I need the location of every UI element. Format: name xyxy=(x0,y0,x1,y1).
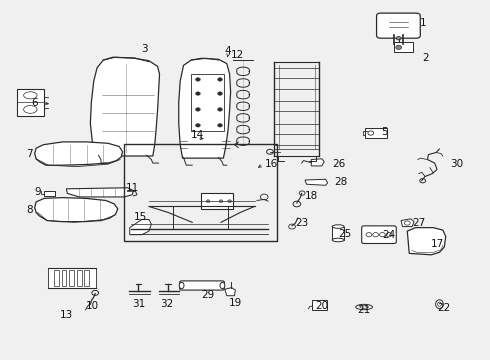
Text: 25: 25 xyxy=(338,229,351,239)
Text: 13: 13 xyxy=(60,310,73,320)
Text: 21: 21 xyxy=(358,305,371,315)
Bar xyxy=(77,270,82,286)
Text: 6: 6 xyxy=(31,98,38,108)
Text: 30: 30 xyxy=(450,159,463,169)
Text: 17: 17 xyxy=(430,239,444,249)
Text: 31: 31 xyxy=(132,299,145,309)
Polygon shape xyxy=(35,198,118,222)
Polygon shape xyxy=(66,188,134,197)
Bar xyxy=(191,74,224,131)
Bar xyxy=(54,270,59,286)
Bar xyxy=(62,270,66,286)
Text: 18: 18 xyxy=(305,191,318,201)
Polygon shape xyxy=(401,219,414,226)
Polygon shape xyxy=(35,142,122,165)
Ellipse shape xyxy=(436,300,443,309)
Bar xyxy=(84,270,89,286)
Ellipse shape xyxy=(332,225,344,228)
Bar xyxy=(365,128,387,138)
Text: 22: 22 xyxy=(438,303,451,313)
Text: 7: 7 xyxy=(26,149,33,158)
Text: 32: 32 xyxy=(161,299,174,309)
Text: 27: 27 xyxy=(412,218,425,228)
Ellipse shape xyxy=(332,238,344,242)
Bar xyxy=(201,193,233,209)
FancyBboxPatch shape xyxy=(180,281,224,290)
FancyBboxPatch shape xyxy=(362,226,396,243)
Polygon shape xyxy=(17,89,44,117)
Polygon shape xyxy=(179,58,231,158)
Text: 26: 26 xyxy=(332,159,345,169)
Bar xyxy=(69,270,74,286)
Text: 15: 15 xyxy=(134,212,147,222)
Text: 8: 8 xyxy=(26,205,33,215)
Text: 28: 28 xyxy=(334,177,348,187)
Ellipse shape xyxy=(179,282,184,289)
Circle shape xyxy=(396,36,401,40)
Text: 4: 4 xyxy=(225,46,231,56)
Circle shape xyxy=(219,200,223,203)
Polygon shape xyxy=(90,57,160,156)
Circle shape xyxy=(196,92,200,95)
Bar xyxy=(332,226,344,240)
Polygon shape xyxy=(311,159,324,166)
Text: 20: 20 xyxy=(315,301,328,311)
Ellipse shape xyxy=(356,304,372,310)
Text: 5: 5 xyxy=(381,127,388,138)
Text: 1: 1 xyxy=(419,18,426,28)
Bar xyxy=(312,300,327,310)
FancyBboxPatch shape xyxy=(377,13,420,38)
Bar xyxy=(394,42,413,52)
Text: 24: 24 xyxy=(382,230,396,240)
Bar xyxy=(48,268,96,288)
Ellipse shape xyxy=(220,282,225,289)
Circle shape xyxy=(196,78,200,81)
Polygon shape xyxy=(130,220,151,235)
Polygon shape xyxy=(407,228,446,255)
Circle shape xyxy=(218,108,222,111)
Text: 3: 3 xyxy=(141,45,147,54)
Text: 16: 16 xyxy=(265,159,278,169)
Circle shape xyxy=(396,45,401,49)
Text: 11: 11 xyxy=(125,183,139,193)
Text: 10: 10 xyxy=(86,301,99,311)
Text: 9: 9 xyxy=(34,186,41,197)
Text: 12: 12 xyxy=(231,50,245,60)
Text: 19: 19 xyxy=(229,298,242,308)
Circle shape xyxy=(218,78,222,81)
Text: 29: 29 xyxy=(201,290,214,300)
Text: 2: 2 xyxy=(422,53,428,63)
Circle shape xyxy=(218,92,222,95)
Bar xyxy=(124,144,277,241)
Circle shape xyxy=(218,123,222,127)
Circle shape xyxy=(196,123,200,127)
Bar xyxy=(44,190,55,196)
Circle shape xyxy=(206,200,210,203)
Circle shape xyxy=(196,108,200,111)
Polygon shape xyxy=(305,179,328,185)
Text: 14: 14 xyxy=(190,130,204,140)
Text: 23: 23 xyxy=(295,218,308,228)
Polygon shape xyxy=(225,288,235,296)
Circle shape xyxy=(228,200,232,203)
